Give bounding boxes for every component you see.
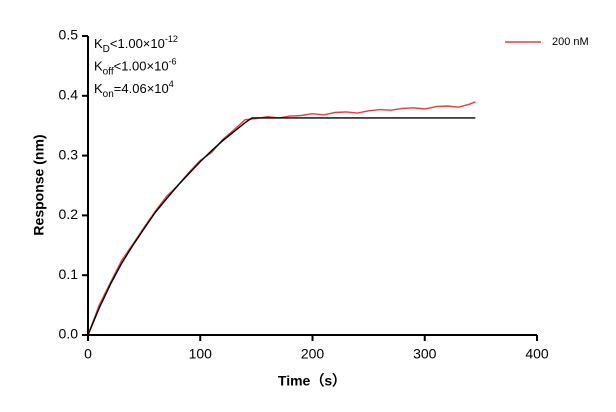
x-tick-label: 300 xyxy=(413,346,437,362)
x-tick-label: 200 xyxy=(301,346,325,362)
x-tick-label: 100 xyxy=(189,346,213,362)
annotation-superscript: -12 xyxy=(165,34,178,44)
annotation: Koff<1.00×10-6 xyxy=(94,57,177,77)
annotation-text: =4.06×10 xyxy=(114,81,169,96)
annotation-superscript: -6 xyxy=(169,57,177,67)
annotation: Kon=4.06×104 xyxy=(94,79,174,99)
y-tick-label: 0.2 xyxy=(59,206,79,222)
legend-label: 200 nM xyxy=(552,36,589,48)
annotation-superscript: 4 xyxy=(169,79,174,89)
y-axis-label: Response (nm) xyxy=(31,134,47,235)
x-axis-label: Time（s） xyxy=(278,373,346,389)
y-tick-label: 0.3 xyxy=(59,146,79,162)
data-line xyxy=(87,101,476,336)
annotation-symbol: K xyxy=(94,81,103,96)
y-tick-label: 0.4 xyxy=(59,87,79,103)
annotation-symbol: K xyxy=(94,36,103,51)
annotation-subscript: D xyxy=(103,44,110,55)
annotation-text: <1.00×10 xyxy=(114,59,169,74)
annotation-subscript: on xyxy=(103,89,114,100)
annotation: KD<1.00×10-12 xyxy=(94,34,178,54)
annotation-symbol: K xyxy=(94,59,103,74)
y-tick-label: 0.1 xyxy=(59,266,79,282)
annotation-subscript: off xyxy=(103,66,114,77)
y-tick-label: 0.0 xyxy=(59,326,79,342)
fit-line xyxy=(87,117,476,336)
x-tick-label: 0 xyxy=(84,346,92,362)
y-tick-label: 0.5 xyxy=(59,27,79,43)
annotation-text: <1.00×10 xyxy=(110,36,165,51)
x-tick-label: 400 xyxy=(525,346,549,362)
